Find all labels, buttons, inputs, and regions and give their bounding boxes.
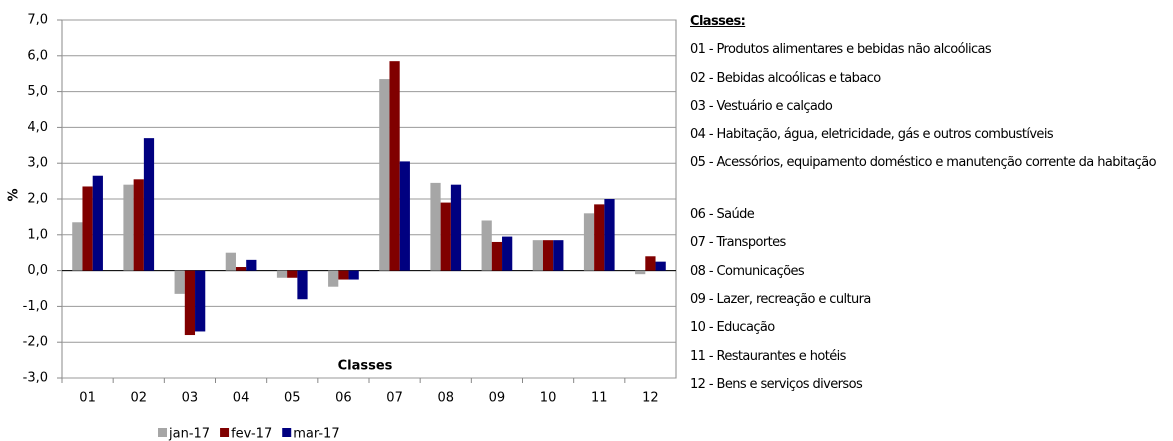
y-tick-label: 4,0 bbox=[27, 120, 48, 135]
bar bbox=[553, 240, 564, 271]
class-item: 01 - Produtos alimentares e bebidas não … bbox=[690, 42, 992, 58]
x-tick-label: 04 bbox=[233, 391, 250, 406]
legend-label: mar-17 bbox=[293, 427, 339, 441]
x-tick-label: 10 bbox=[540, 391, 557, 406]
bar bbox=[348, 270, 359, 280]
bar bbox=[583, 213, 595, 271]
bar bbox=[82, 186, 93, 271]
x-axis-label: Classes bbox=[338, 359, 393, 374]
bar bbox=[276, 270, 288, 278]
bar bbox=[399, 161, 410, 271]
x-tick-label: 05 bbox=[284, 391, 301, 406]
bar bbox=[225, 252, 236, 271]
bar bbox=[440, 202, 451, 271]
bar bbox=[655, 261, 666, 271]
y-tick-label: -2,0 bbox=[23, 335, 48, 350]
bar bbox=[184, 270, 196, 336]
bar bbox=[195, 270, 206, 332]
bar bbox=[328, 270, 339, 287]
class-item: 05 - Acessórios, equipamento doméstico e… bbox=[690, 155, 1157, 171]
bar bbox=[532, 240, 543, 271]
bar bbox=[645, 256, 656, 271]
bar bbox=[297, 270, 308, 300]
bar bbox=[338, 270, 349, 280]
legend-swatch bbox=[158, 428, 167, 437]
x-tick-label: 07 bbox=[386, 391, 403, 406]
bar bbox=[389, 61, 400, 271]
x-tick-label: 08 bbox=[437, 391, 454, 406]
class-item: 11 - Restaurantes e hotéis bbox=[690, 348, 846, 364]
bar bbox=[450, 184, 462, 271]
bar bbox=[174, 270, 185, 294]
class-item: 08 - Comunicações bbox=[690, 263, 805, 279]
x-tick-label: 01 bbox=[79, 391, 96, 406]
x-tick-label: 11 bbox=[591, 391, 608, 406]
x-tick-label: 03 bbox=[182, 391, 199, 406]
bar bbox=[594, 204, 605, 271]
panel-heading: Classes: bbox=[690, 14, 746, 29]
class-item: 09 - Lazer, recreação e cultura bbox=[690, 291, 871, 307]
bar bbox=[379, 79, 390, 271]
bar bbox=[287, 270, 298, 278]
legend-label: jan-17 bbox=[168, 427, 210, 441]
bar bbox=[502, 236, 513, 271]
bar bbox=[235, 267, 247, 271]
y-tick-label: 0,0 bbox=[27, 263, 48, 278]
y-tick-label: 1,0 bbox=[27, 227, 48, 242]
legend-label: fev-17 bbox=[231, 427, 272, 441]
y-tick-label: 3,0 bbox=[27, 156, 48, 171]
x-tick-label: 02 bbox=[130, 391, 147, 406]
class-item: 04 - Habitação, água, eletricidade, gás … bbox=[690, 127, 1054, 143]
bar bbox=[542, 240, 554, 271]
y-axis-label: % bbox=[7, 188, 22, 201]
y-tick-label: 7,0 bbox=[27, 13, 48, 28]
y-tick-label: -3,0 bbox=[23, 371, 48, 386]
y-tick-label: 6,0 bbox=[27, 48, 48, 63]
legend-swatch bbox=[282, 428, 292, 437]
bar bbox=[491, 241, 503, 271]
y-tick-label: 2,0 bbox=[27, 192, 48, 207]
classes-panel: Classes: 01 - Produtos alimentares e beb… bbox=[690, 12, 1168, 403]
class-item: 07 - Transportes bbox=[690, 235, 786, 251]
legend-swatch bbox=[220, 428, 230, 437]
class-item: 02 - Bebidas alcoólicas e tabaco bbox=[690, 70, 881, 86]
bar bbox=[143, 138, 155, 271]
x-tick-label: 06 bbox=[335, 391, 352, 406]
bar bbox=[133, 179, 144, 271]
bar bbox=[92, 175, 103, 271]
bar bbox=[481, 220, 492, 271]
x-tick-label: 12 bbox=[642, 391, 659, 406]
bar bbox=[123, 184, 134, 271]
bar bbox=[72, 222, 83, 271]
class-item: 03 - Vestuário e calçado bbox=[690, 98, 833, 114]
class-item: 06 - Saúde bbox=[690, 207, 755, 223]
bar bbox=[604, 199, 615, 271]
bar bbox=[430, 182, 441, 271]
chart: % -3,0 -2,0 -1,0 0,0 1,0 2,0 3,0 4,0 5,0 6,0 7,0 Cl… bbox=[7, 13, 677, 441]
bar bbox=[635, 270, 646, 275]
bar bbox=[246, 259, 257, 271]
class-item: 10 - Educação bbox=[690, 320, 775, 336]
class-item: 12 - Bens e serviços diversos bbox=[690, 376, 863, 392]
x-tick-label: 09 bbox=[489, 391, 506, 406]
y-tick-label: -1,0 bbox=[23, 299, 48, 314]
y-tick-label: 5,0 bbox=[27, 84, 48, 99]
